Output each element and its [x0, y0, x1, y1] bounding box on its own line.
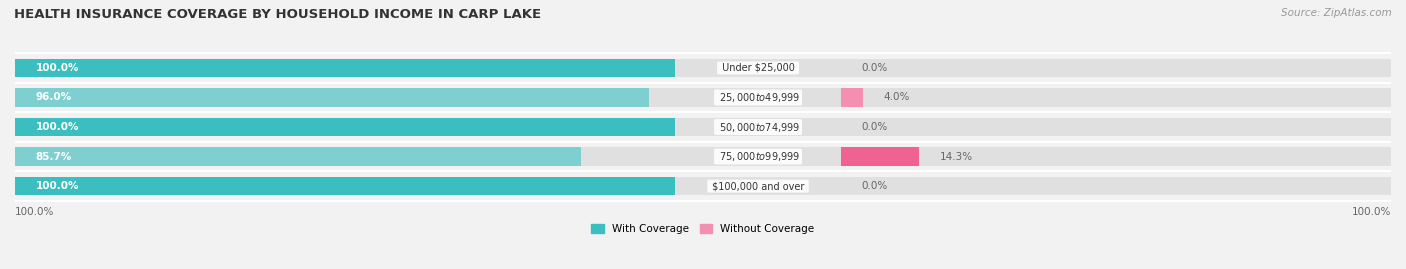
Text: 14.3%: 14.3%	[941, 151, 973, 162]
Text: $25,000 to $49,999: $25,000 to $49,999	[716, 91, 800, 104]
Bar	[15, 88, 650, 107]
Bar	[15, 118, 675, 136]
Bar	[15, 59, 1391, 77]
Bar	[15, 147, 1391, 166]
Text: 100.0%: 100.0%	[35, 63, 79, 73]
Text: 100.0%: 100.0%	[35, 122, 79, 132]
Bar	[15, 88, 1391, 107]
Text: 100.0%: 100.0%	[35, 181, 79, 191]
Text: 85.7%: 85.7%	[35, 151, 72, 162]
Bar	[15, 118, 1391, 136]
Text: 100.0%: 100.0%	[15, 207, 55, 217]
Text: Under $25,000: Under $25,000	[718, 63, 797, 73]
Bar	[15, 59, 675, 77]
Text: $75,000 to $99,999: $75,000 to $99,999	[716, 150, 800, 163]
Text: Source: ZipAtlas.com: Source: ZipAtlas.com	[1281, 8, 1392, 18]
Legend: With Coverage, Without Coverage: With Coverage, Without Coverage	[588, 220, 818, 238]
Text: HEALTH INSURANCE COVERAGE BY HOUSEHOLD INCOME IN CARP LAKE: HEALTH INSURANCE COVERAGE BY HOUSEHOLD I…	[14, 8, 541, 21]
Text: $50,000 to $74,999: $50,000 to $74,999	[716, 121, 800, 133]
Bar	[841, 147, 920, 166]
Text: 0.0%: 0.0%	[862, 181, 887, 191]
Bar	[15, 177, 1391, 195]
Text: $100,000 and over: $100,000 and over	[709, 181, 807, 191]
Text: 0.0%: 0.0%	[862, 63, 887, 73]
Text: 0.0%: 0.0%	[862, 122, 887, 132]
Bar	[841, 88, 863, 107]
Text: 96.0%: 96.0%	[35, 93, 72, 102]
Bar	[15, 177, 675, 195]
Text: 100.0%: 100.0%	[1351, 207, 1391, 217]
Bar	[15, 147, 581, 166]
Text: 4.0%: 4.0%	[883, 93, 910, 102]
